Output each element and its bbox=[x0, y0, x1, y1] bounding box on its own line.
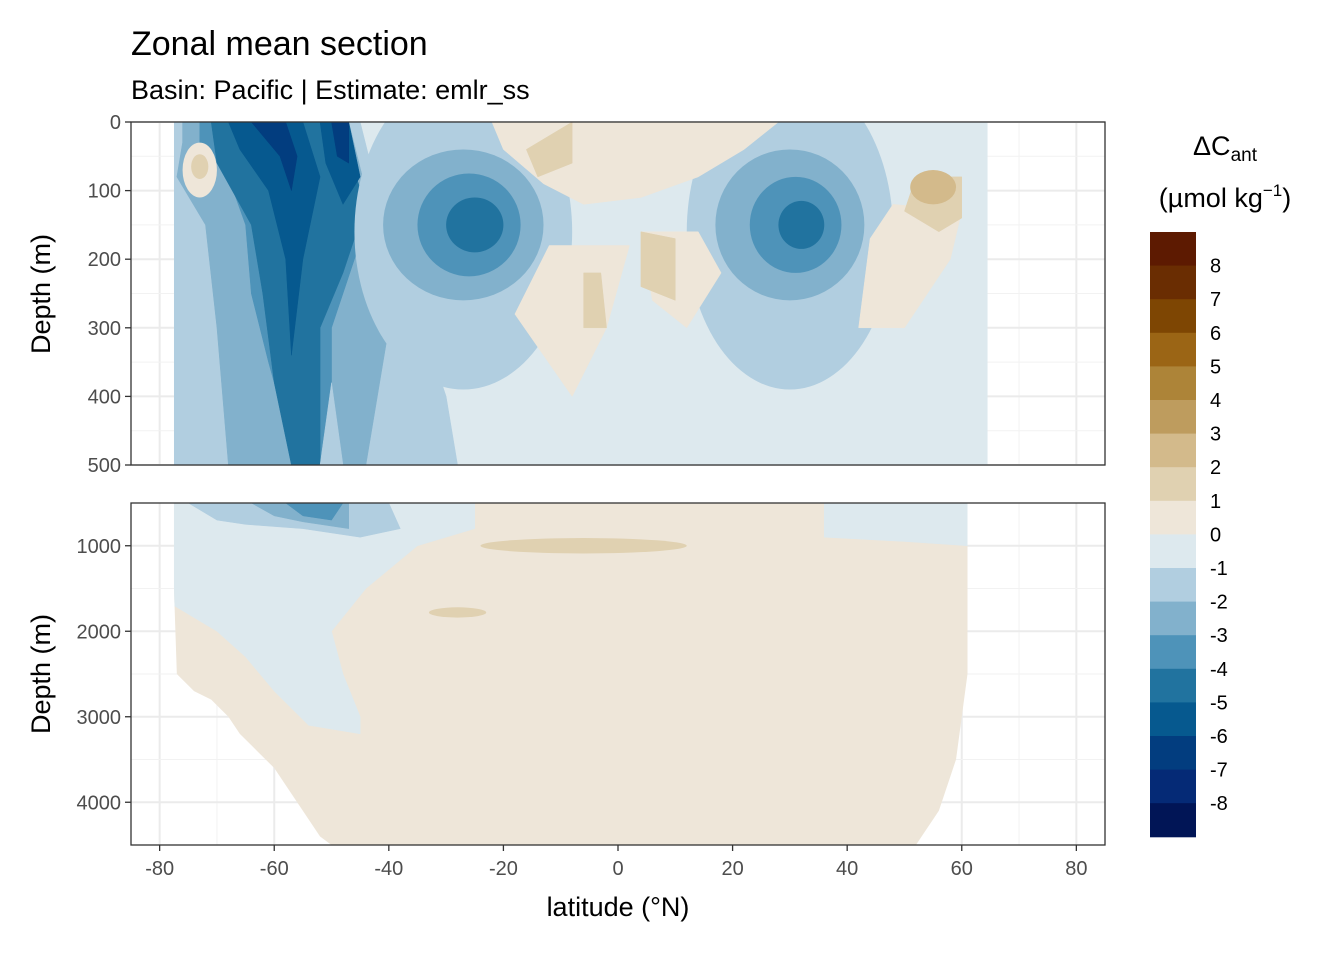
x-tick-label: -60 bbox=[260, 858, 289, 880]
y-tick-label: 1000 bbox=[77, 536, 122, 558]
upper-panel-border bbox=[130, 121, 1106, 466]
colorbar-label: 0 bbox=[1210, 524, 1221, 546]
x-tick-label: 80 bbox=[1065, 858, 1087, 880]
lower-y-axis-title: Depth (m) bbox=[26, 614, 56, 734]
colorbar-label: -2 bbox=[1210, 592, 1228, 614]
y-tick-label: 4000 bbox=[77, 792, 122, 814]
colorbar-swatch bbox=[1150, 769, 1196, 804]
contour-region bbox=[824, 503, 968, 546]
y-tick-label: 2000 bbox=[77, 621, 122, 643]
contour-background-lower bbox=[173, 503, 968, 845]
colorbar-swatch bbox=[1150, 635, 1196, 670]
x-axis: -80 -60 -40 -20 0 20 40 60 80 bbox=[145, 845, 1087, 880]
colorbar-swatch bbox=[1150, 601, 1196, 636]
chart-subtitle: Basin: Pacific | Estimate: emlr_ss bbox=[131, 75, 530, 105]
y-tick-label: 300 bbox=[88, 318, 121, 340]
contour-region bbox=[778, 200, 825, 249]
x-axis-title: latitude (°N) bbox=[547, 892, 690, 922]
colorbar-swatch bbox=[1150, 803, 1196, 838]
contour-region bbox=[285, 503, 344, 521]
contour-region bbox=[428, 607, 487, 618]
colorbar-label: -6 bbox=[1210, 726, 1228, 748]
colorbar-swatch bbox=[1150, 400, 1196, 435]
contour-region bbox=[251, 122, 298, 191]
contour-region bbox=[331, 122, 349, 164]
contour-region bbox=[640, 231, 676, 301]
colorbar-label: 1 bbox=[1210, 491, 1221, 513]
colorbar bbox=[1150, 232, 1196, 838]
colorbar-label: -4 bbox=[1210, 659, 1228, 681]
colorbar-swatch bbox=[1150, 668, 1196, 703]
contour-region bbox=[173, 503, 476, 735]
contour-region bbox=[319, 122, 361, 205]
colorbar-swatch bbox=[1150, 467, 1196, 502]
contour-region bbox=[446, 197, 504, 253]
colorbar-label: -1 bbox=[1210, 558, 1228, 580]
colorbar-swatch bbox=[1150, 366, 1196, 401]
upper-y-axis: 0 100 200 300 400 500 bbox=[88, 112, 131, 477]
colorbar-label: 8 bbox=[1210, 256, 1221, 278]
x-tick-label: -80 bbox=[145, 858, 174, 880]
colorbar-swatch bbox=[1150, 265, 1196, 300]
colorbar-label: 4 bbox=[1210, 390, 1221, 412]
y-tick-label: 200 bbox=[88, 249, 121, 271]
colorbar-swatch bbox=[1150, 433, 1196, 468]
lower-panel: 1000 2000 3000 4000 bbox=[77, 502, 1106, 846]
y-tick-label: 400 bbox=[88, 386, 121, 408]
colorbar-swatch bbox=[1150, 736, 1196, 771]
colorbar-swatch bbox=[1150, 534, 1196, 569]
colorbar-swatch bbox=[1150, 299, 1196, 334]
contour-region bbox=[583, 272, 607, 329]
y-tick-label: 100 bbox=[88, 181, 121, 203]
x-tick-label: 60 bbox=[951, 858, 973, 880]
y-tick-label: 3000 bbox=[77, 707, 122, 729]
contour-region bbox=[319, 382, 344, 465]
colorbar-label: -5 bbox=[1210, 692, 1228, 714]
legend-title: ΔCant bbox=[1193, 131, 1258, 166]
colorbar-label: 5 bbox=[1210, 356, 1221, 378]
colorbar-label: 3 bbox=[1210, 424, 1221, 446]
colorbar-label: 2 bbox=[1210, 457, 1221, 479]
y-tick-label: 500 bbox=[88, 455, 121, 477]
legend-units: (µmol kg−1) bbox=[1159, 181, 1291, 213]
colorbar-label: -3 bbox=[1210, 625, 1228, 647]
lower-y-axis: 1000 2000 3000 4000 bbox=[77, 536, 131, 814]
contour-region bbox=[480, 538, 687, 554]
x-tick-label: 0 bbox=[612, 858, 623, 880]
x-tick-label: -40 bbox=[374, 858, 403, 880]
x-tick-label: 20 bbox=[721, 858, 743, 880]
colorbar-label: -8 bbox=[1210, 793, 1228, 815]
colorbar-legend: ΔCant (µmol kg−1) 8 7 6 5 4 3 2 1 0 -1 -2 -3 -4 -5 -6 -… bbox=[1150, 131, 1291, 838]
upper-y-axis-title: Depth (m) bbox=[26, 234, 56, 354]
x-tick-label: 40 bbox=[836, 858, 858, 880]
colorbar-swatch bbox=[1150, 568, 1196, 603]
colorbar-label: 7 bbox=[1210, 289, 1221, 311]
chart-title: Zonal mean section bbox=[131, 25, 428, 63]
upper-panel: 0 100 200 300 400 500 bbox=[88, 112, 1106, 477]
contour-region bbox=[526, 122, 573, 178]
contour-region bbox=[191, 154, 209, 179]
colorbar-swatch bbox=[1150, 332, 1196, 367]
contour-region bbox=[910, 170, 957, 205]
x-tick-label: -20 bbox=[489, 858, 518, 880]
colorbar-labels: 8 7 6 5 4 3 2 1 0 -1 -2 -3 -4 -5 -6 -7 -8 bbox=[1210, 256, 1228, 816]
colorbar-swatch bbox=[1150, 232, 1196, 267]
y-tick-label: 0 bbox=[110, 112, 121, 134]
colorbar-swatch bbox=[1150, 702, 1196, 737]
colorbar-label: -7 bbox=[1210, 760, 1228, 782]
colorbar-swatch bbox=[1150, 500, 1196, 535]
contour-region bbox=[228, 122, 321, 356]
lower-panel-contours bbox=[173, 503, 968, 845]
upper-panel-contours bbox=[173, 122, 988, 465]
colorbar-label: 6 bbox=[1210, 323, 1221, 345]
